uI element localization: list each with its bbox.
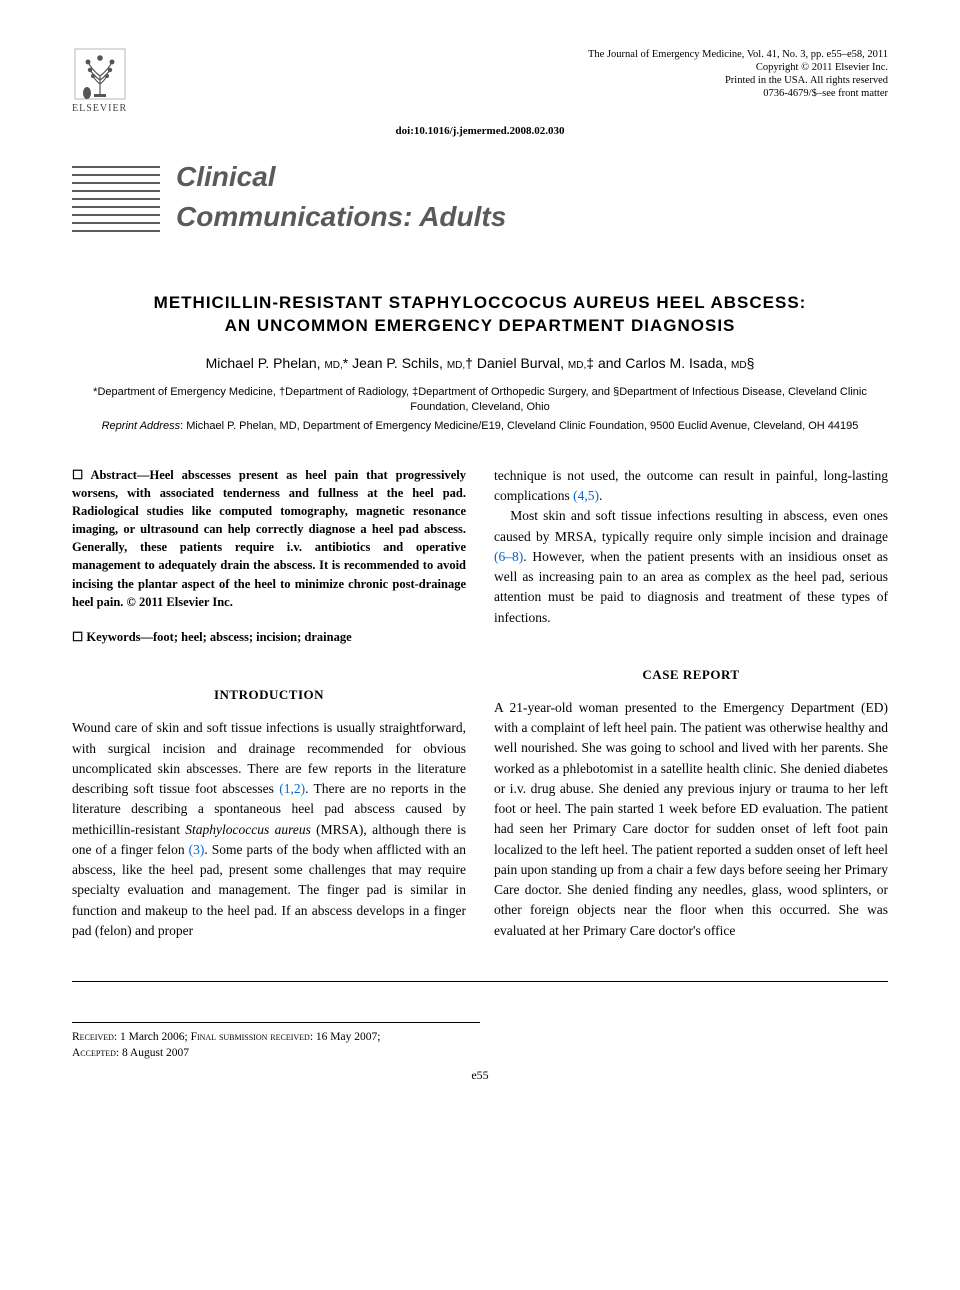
banner-line2: Communications: Adults bbox=[176, 197, 506, 236]
author-4-degree: MD bbox=[731, 360, 747, 371]
abstract-block: ☐ Abstract—Heel abscesses present as hee… bbox=[72, 466, 466, 611]
keywords-block: ☐ Keywords—foot; heel; abscess; incision… bbox=[72, 629, 466, 647]
authors-and: and bbox=[598, 355, 621, 371]
page-number: e55 bbox=[72, 1067, 888, 1084]
checkbox-icon: ☐ bbox=[72, 468, 83, 482]
case-paragraph: A 21-year-old woman presented to the Eme… bbox=[494, 698, 888, 941]
journal-info: The Journal of Emergency Medicine, Vol. … bbox=[588, 48, 888, 101]
doi: doi:10.1016/j.jemermed.2008.02.030 bbox=[72, 124, 888, 139]
body-columns: ☐ Abstract—Heel abscesses present as hee… bbox=[72, 466, 888, 941]
keywords-list: foot; heel; abscess; incision; drainage bbox=[153, 630, 352, 644]
footer-rule-full bbox=[72, 981, 888, 982]
citation-link[interactable]: (3) bbox=[189, 842, 205, 857]
abstract-head: Abstract— bbox=[90, 468, 149, 482]
intro-paragraph: Wound care of skin and soft tissue infec… bbox=[72, 718, 466, 941]
final-date: 16 May 2007; bbox=[313, 1031, 380, 1043]
title-line2: AN UNCOMMON EMERGENCY DEPARTMENT DIAGNOS… bbox=[72, 315, 888, 338]
manuscript-dates: Received: 1 March 2006; Final submission… bbox=[72, 1029, 888, 1061]
case-report-body: A 21-year-old woman presented to the Eme… bbox=[494, 698, 888, 941]
journal-line: The Journal of Emergency Medicine, Vol. … bbox=[588, 48, 888, 61]
received-label: Received: bbox=[72, 1031, 117, 1043]
right-column: technique is not used, the outcome can r… bbox=[494, 466, 888, 941]
author-3-mark: ‡ bbox=[586, 355, 594, 371]
citation-link[interactable]: (6–8) bbox=[494, 549, 523, 564]
page-header: ELSEVIER The Journal of Emergency Medici… bbox=[72, 48, 888, 116]
author-1-degree: MD, bbox=[324, 360, 342, 371]
author-2-mark: † bbox=[465, 355, 473, 371]
author-1-mark: * bbox=[343, 355, 348, 371]
text-run: Most skin and soft tissue infections res… bbox=[494, 508, 888, 543]
keywords-head: Keywords— bbox=[86, 630, 153, 644]
hatch-icon bbox=[72, 162, 160, 232]
title-line1: METHICILLIN-RESISTANT STAPHYLOCCOCUS AUR… bbox=[72, 292, 888, 315]
author-3-name: Daniel Burval, bbox=[477, 355, 564, 371]
section-banner-title: Clinical Communications: Adults bbox=[176, 157, 506, 235]
citation-link[interactable]: (1,2) bbox=[279, 781, 305, 796]
authors-line: Michael P. Phelan, MD,* Jean P. Schils, … bbox=[72, 354, 888, 374]
footer-rule-half bbox=[72, 1022, 480, 1023]
accepted-date: 8 August 2007 bbox=[119, 1047, 189, 1059]
journal-line: Copyright © 2011 Elsevier Inc. bbox=[588, 61, 888, 74]
reprint-label: Reprint Address bbox=[102, 420, 180, 432]
article-title: METHICILLIN-RESISTANT STAPHYLOCCOCUS AUR… bbox=[72, 292, 888, 338]
checkbox-icon: ☐ bbox=[72, 630, 83, 644]
case-report-heading: CASE REPORT bbox=[494, 666, 888, 684]
text-run: . bbox=[599, 488, 602, 503]
received-date: 1 March 2006; bbox=[117, 1031, 190, 1043]
final-label: Final submission received: bbox=[191, 1031, 313, 1043]
text-run: technique is not used, the outcome can r… bbox=[494, 468, 888, 503]
introduction-body: Wound care of skin and soft tissue infec… bbox=[72, 718, 466, 941]
section-banner: Clinical Communications: Adults bbox=[72, 157, 888, 235]
author-2-name: Jean P. Schils, bbox=[352, 355, 443, 371]
accepted-label: Accepted: bbox=[72, 1047, 119, 1059]
abstract-body: Heel abscesses present as heel pain that… bbox=[72, 468, 466, 609]
elsevier-logo: ELSEVIER bbox=[72, 48, 127, 116]
author-1-name: Michael P. Phelan, bbox=[206, 355, 321, 371]
reprint-text: : Michael P. Phelan, MD, Department of E… bbox=[180, 420, 858, 432]
author-4-mark: § bbox=[747, 355, 755, 371]
banner-line1: Clinical bbox=[176, 157, 506, 196]
introduction-heading: INTRODUCTION bbox=[72, 686, 466, 704]
author-4-name: Carlos M. Isada, bbox=[625, 355, 727, 371]
journal-line: Printed in the USA. All rights reserved bbox=[588, 74, 888, 87]
elsevier-wordmark: ELSEVIER bbox=[72, 102, 127, 116]
intro-continuation: technique is not used, the outcome can r… bbox=[494, 466, 888, 628]
author-3-degree: MD, bbox=[568, 360, 586, 371]
left-column: ☐ Abstract—Heel abscesses present as hee… bbox=[72, 466, 466, 941]
species-name: Staphylococcus aureus bbox=[185, 822, 311, 837]
tree-icon bbox=[74, 48, 126, 100]
intro-paragraph-2: Most skin and soft tissue infections res… bbox=[494, 506, 888, 628]
citation-link[interactable]: (4,5) bbox=[573, 488, 599, 503]
affiliations: *Department of Emergency Medicine, †Depa… bbox=[72, 385, 888, 415]
text-run: . However, when the patient presents wit… bbox=[494, 549, 888, 625]
journal-line: 0736-4679/$–see front matter bbox=[588, 87, 888, 100]
intro-cont-paragraph: technique is not used, the outcome can r… bbox=[494, 466, 888, 507]
author-2-degree: MD, bbox=[447, 360, 465, 371]
reprint-address: Reprint Address: Michael P. Phelan, MD, … bbox=[72, 419, 888, 434]
